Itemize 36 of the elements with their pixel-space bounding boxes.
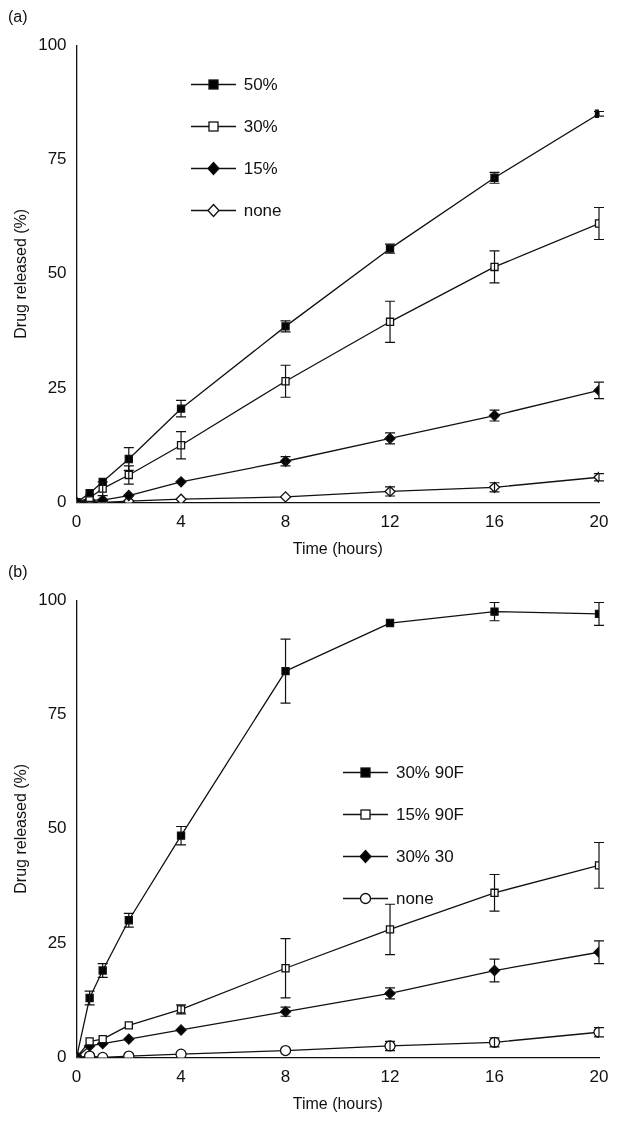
legend-label: none (395, 888, 434, 909)
legend-label: 15% (243, 158, 278, 179)
x-tick-label: 0 (71, 512, 82, 532)
y-tick-label: 25 (47, 377, 67, 397)
chart-title: (b) (8, 563, 28, 581)
y-tick-label: 100 (38, 589, 67, 609)
y-tick-label: 50 (47, 818, 67, 838)
y-axis-title: Drug released (%) (12, 763, 30, 894)
legend-label: 30% 90F (395, 762, 464, 783)
legend-label: 15% 90F (395, 804, 464, 825)
x-tick-label: 12 (380, 512, 400, 532)
x-tick-label: 4 (176, 512, 186, 532)
legend-label: 30% (243, 116, 278, 137)
legend-label: none (243, 200, 282, 221)
x-tick-label: 8 (280, 512, 291, 532)
y-tick-label: 50 (47, 263, 67, 283)
legend-label: 50% (243, 74, 278, 95)
legend-label: 30% 30 (395, 846, 454, 867)
x-tick-label: 16 (485, 512, 504, 532)
chart-title: (a) (8, 8, 28, 26)
x-tick-label: 20 (589, 1067, 609, 1087)
x-tick-label: 8 (280, 1067, 291, 1087)
x-tick-label: 4 (176, 1067, 186, 1087)
y-tick-label: 75 (47, 149, 67, 169)
y-tick-label: 100 (38, 34, 67, 54)
y-tick-label: 0 (57, 1047, 67, 1067)
y-tick-label: 0 (57, 492, 67, 512)
x-axis-title: Time (hours) (292, 1094, 383, 1112)
x-tick-label: 12 (380, 1067, 400, 1087)
y-tick-label: 25 (47, 932, 67, 952)
y-axis-title: Drug released (%) (12, 208, 30, 339)
y-tick-label: 75 (47, 704, 67, 724)
x-tick-label: 16 (485, 1067, 504, 1087)
x-axis-title: Time (hours) (292, 539, 383, 557)
x-tick-label: 0 (71, 1067, 82, 1087)
x-tick-label: 20 (589, 512, 609, 532)
